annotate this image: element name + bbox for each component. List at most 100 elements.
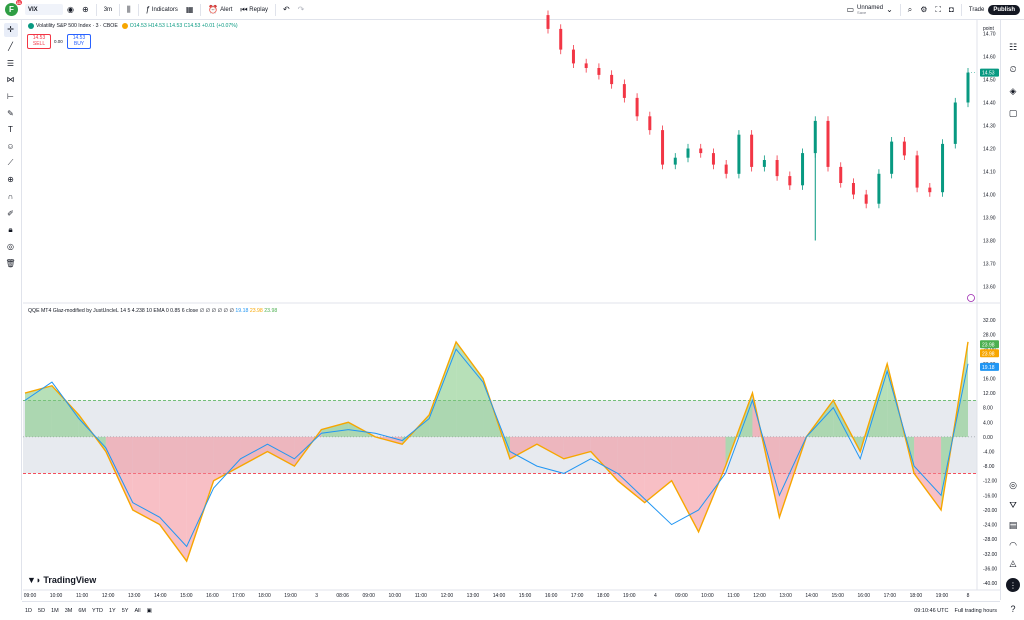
current-price-label: 14.53 [982, 71, 995, 77]
ruler-icon[interactable]: ⟋ [7, 158, 14, 168]
watchlist-icon[interactable]: ☷ [1008, 41, 1018, 52]
osc-value-label: 23.98 [982, 342, 995, 348]
osc-tick-label: -32.00 [983, 552, 997, 558]
apps-grid-icon[interactable]: ⋮ [1006, 578, 1020, 592]
indicator-value-blue: 19.18 [235, 308, 249, 314]
pattern-icon[interactable]: ⋈ [6, 75, 15, 85]
replay-button[interactable]: ⏮ Replay [236, 0, 272, 19]
top-toolbar: F 11 VIX ◉ ⊕ 3m ⫼ ƒ Indicators ▦ ⏰ Alert… [0, 0, 1024, 20]
date-range-icon[interactable]: ▣ [146, 608, 152, 614]
trash-icon[interactable]: 🗑︎ [5, 258, 16, 268]
divider [200, 3, 202, 16]
settings-icon[interactable]: ⚙ [920, 4, 928, 14]
lock-drawing-icon[interactable]: ✐ [7, 208, 14, 218]
buy-button[interactable]: 14.53 BUY [67, 34, 91, 49]
indicators-button[interactable]: ƒ Indicators [142, 0, 182, 19]
chevron-down-icon: ⌄ [886, 4, 893, 14]
brush-icon[interactable]: ✎ [7, 108, 14, 118]
range-button[interactable]: 1M [51, 608, 59, 614]
undo-icon[interactable]: ↶ [282, 4, 290, 14]
divider [95, 3, 97, 16]
range-button[interactable]: YTD [91, 608, 103, 614]
time-tick-label: 3 [315, 593, 318, 599]
signal-icon[interactable]: ◠ [1009, 539, 1017, 550]
qqe-histogram-segment [159, 436, 187, 562]
visibility-icon[interactable]: ◎ [7, 242, 14, 252]
divider [119, 3, 121, 16]
time-tick-label: 11:00 [415, 593, 427, 599]
eye-icon[interactable]: ◉ [67, 4, 74, 14]
time-tick-label: 18:00 [258, 593, 271, 599]
candle-body [877, 173, 881, 204]
zoom-in-icon[interactable]: ⊕ [7, 175, 14, 185]
fib-retracement-icon[interactable]: ☰ [6, 58, 15, 68]
forecast-icon[interactable]: ⊢ [7, 91, 14, 101]
range-button[interactable]: 1D [25, 608, 33, 614]
redo-icon[interactable]: ↷ [297, 4, 305, 14]
user-avatar[interactable]: F 11 [5, 0, 22, 16]
time-tick-label: 14:00 [493, 593, 506, 599]
range-button[interactable]: All [134, 608, 141, 614]
sell-button[interactable]: 14.53 SELL [27, 34, 51, 49]
alerts-clock-icon[interactable]: ⏲ [1009, 63, 1017, 74]
candle-body [711, 153, 715, 165]
chat-icon[interactable]: ▢ [1008, 107, 1018, 118]
crosshair-icon[interactable]: ✛ [3, 22, 18, 37]
candle-body [788, 176, 792, 186]
interval-button[interactable]: 3m [103, 6, 113, 13]
fullscreen-icon[interactable]: ⛶ [935, 4, 942, 14]
alert-button[interactable]: ⏰ Alert [204, 0, 236, 19]
candle-body [890, 141, 894, 174]
notification-bell-icon[interactable]: ◬ [1009, 557, 1017, 568]
utc-clock[interactable]: 09:10:46 UTC [914, 608, 949, 614]
time-tick-label: 15:00 [831, 593, 844, 599]
symbol-search[interactable]: VIX [25, 4, 63, 15]
candle-body [966, 72, 970, 103]
emoji-icon[interactable]: ☺ [6, 142, 15, 151]
quick-search-icon[interactable]: ⌕ [907, 4, 913, 14]
buy-price: 14.53 [72, 35, 86, 41]
time-tick-label: 12:00 [441, 593, 454, 599]
range-button[interactable]: 6M [78, 608, 86, 614]
magnet-icon[interactable]: ∩ [7, 192, 14, 202]
help-icon[interactable]: ? [1010, 604, 1016, 614]
time-tick-label: 13:00 [128, 593, 141, 599]
layout-status: Save [857, 9, 867, 15]
trend-line-icon[interactable]: ╱ [8, 41, 13, 51]
templates-icon[interactable]: ▦ [185, 4, 194, 14]
legend-low: L14.53 [166, 23, 183, 29]
chart-type-icon[interactable]: ⫼ [127, 4, 131, 14]
price-tick-label: 13.60 [983, 285, 996, 291]
spread-value: 0.00 [54, 39, 63, 44]
trade-button[interactable]: Trade [968, 6, 985, 13]
drawing-toolbar: ✛ ╱ ☰ ⋈ ⊢ ✎ T ☺ ⟋ ⊕ ∩ ✐ 🔒︎ ◎ 🗑︎ [0, 20, 22, 600]
pane-settings-icon [967, 294, 975, 302]
range-button[interactable]: 5D [38, 608, 46, 614]
indicator-params: 14 5 4.238 10 EMA 0 0.85 6 close [120, 308, 199, 314]
target-icon[interactable]: ◎ [1009, 479, 1017, 490]
time-tick-label: 14:00 [805, 593, 818, 599]
calendar-icon[interactable]: ▤ [1008, 519, 1018, 530]
publish-button[interactable]: Publish [988, 4, 1020, 15]
range-button[interactable]: 5Y [121, 608, 129, 614]
lock-icon[interactable]: 🔒︎ [8, 224, 13, 234]
qqe-histogram-segment [536, 436, 564, 459]
layout-menu[interactable]: ▭ Unnamed Save ⌄ [842, 0, 896, 19]
candle-body [661, 130, 665, 165]
camera-icon[interactable]: ◘ [949, 4, 954, 14]
legend-change: +0.01 (+0.07%) [201, 23, 238, 29]
buy-label: BUY [73, 40, 85, 47]
watermark-text: TradingView [43, 575, 97, 585]
text-icon[interactable]: T [8, 125, 13, 135]
layers-icon[interactable]: ◈ [1009, 85, 1017, 96]
range-button[interactable]: 1Y [108, 608, 116, 614]
qqe-histogram-segment [105, 436, 133, 510]
range-button[interactable]: 3M [64, 608, 73, 614]
osc-tick-label: 0.00 [983, 435, 993, 441]
pine-editor-icon[interactable]: ⛛ [1009, 499, 1017, 510]
qqe-histogram-segment [644, 436, 672, 503]
session-selector[interactable]: Full trading hours [954, 608, 998, 614]
compare-add-icon[interactable]: ⊕ [81, 4, 89, 14]
layout-icon: ▭ [846, 4, 855, 14]
